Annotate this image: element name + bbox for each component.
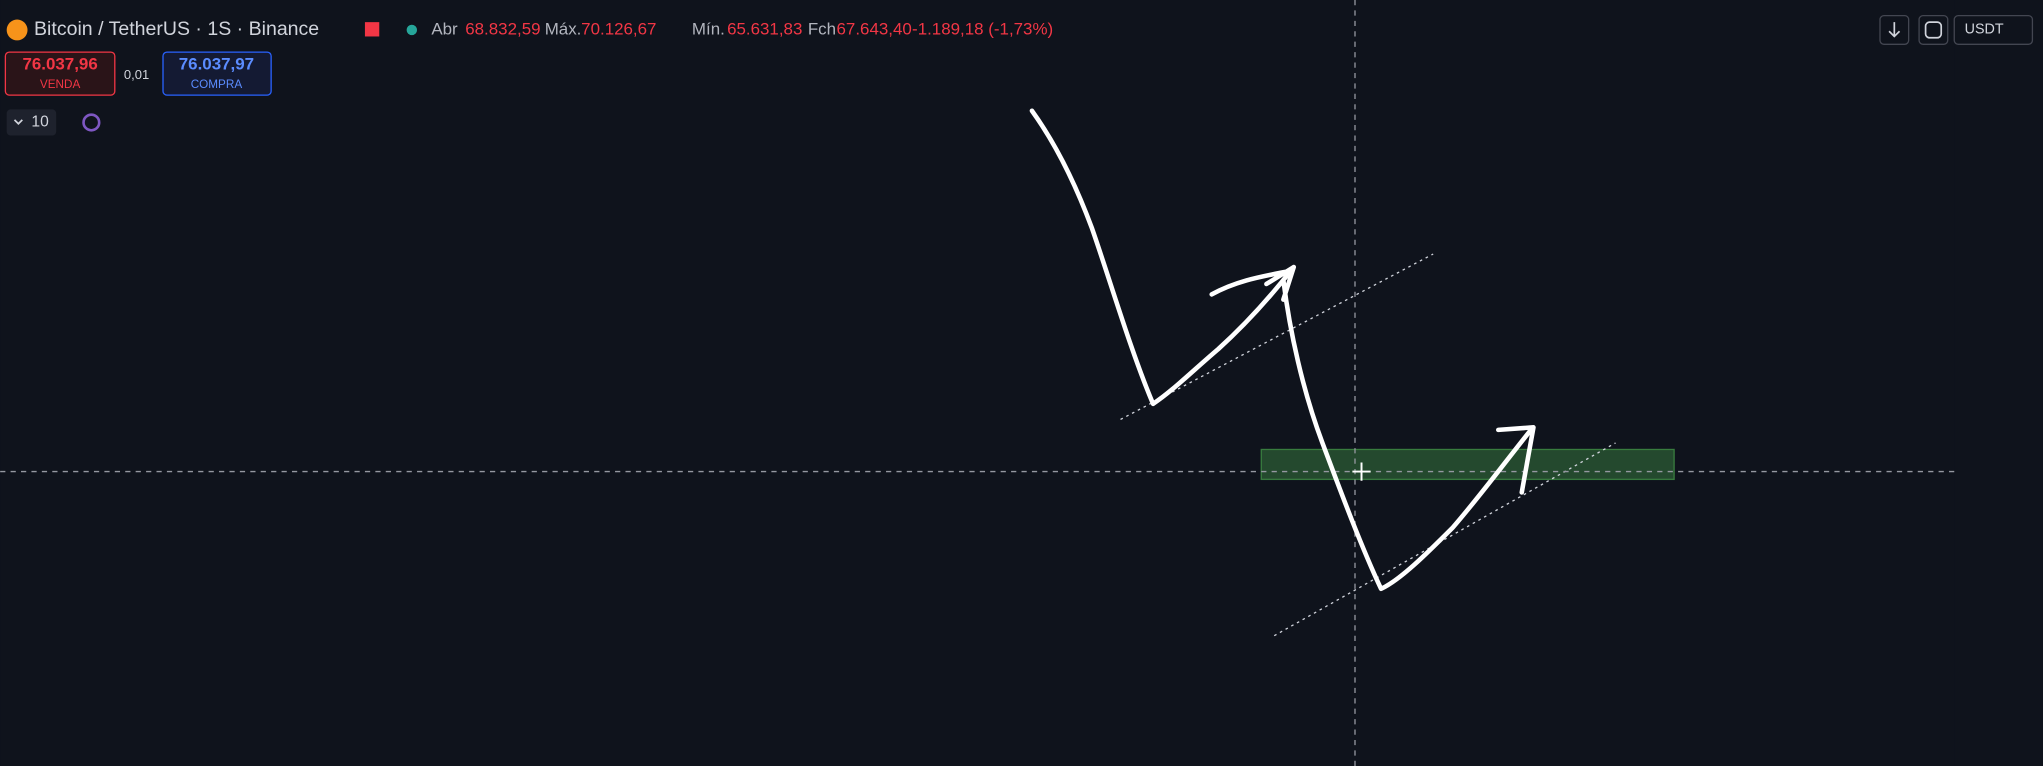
status-dot (406, 24, 418, 36)
download-icon (1888, 22, 1901, 38)
hand-drawn-arrows (1029, 108, 1536, 592)
buy-box[interactable] (162, 51, 272, 96)
flag-icon[interactable] (364, 22, 380, 37)
open-value: 68.832,59 (465, 19, 540, 38)
buy-button[interactable]: 76.037,97 COMPRA (162, 51, 272, 96)
sync-button[interactable] (1918, 14, 1949, 45)
high-label: Máx. (545, 19, 582, 38)
sell-box[interactable] (4, 51, 116, 96)
chevron (13, 119, 23, 125)
sell-label[interactable]: VENDA (40, 78, 81, 91)
sync-icon (1924, 21, 1943, 39)
trend-line (1120, 253, 1434, 421)
coin-icon (6, 19, 28, 41)
open-label: Abr (431, 19, 458, 38)
price-axis-panel (1954, 0, 2043, 766)
currency[interactable]: USDT (1965, 22, 2004, 38)
close-value: 67.643,40 (837, 19, 912, 38)
buy-price[interactable]: 76.037,97 (179, 55, 254, 74)
quantity[interactable]: 10 (31, 114, 49, 131)
buy-label[interactable]: COMPRA (191, 78, 243, 91)
support-zone (1260, 448, 1675, 481)
sell-price[interactable]: 76.037,96 (22, 55, 97, 74)
trend-line (1273, 442, 1616, 637)
low-value: 65.631,83 (727, 19, 802, 38)
cursor (1352, 462, 1371, 481)
refresh-icon[interactable] (82, 113, 101, 132)
currency-box[interactable] (1953, 14, 2034, 45)
high-value: 70.126,67 (581, 19, 656, 38)
quantity-box[interactable] (6, 109, 57, 136)
spread: 0,01 (124, 67, 149, 82)
symbol: Bitcoin / TetherUS · 1S · Binance (34, 18, 319, 40)
sell-button[interactable]: 76.037,96 VENDA (4, 51, 116, 96)
change-value: -1.189,18 (-1,73%) (912, 19, 1053, 38)
close-label: Fch (808, 19, 836, 38)
low-label: Mín. (692, 19, 725, 38)
